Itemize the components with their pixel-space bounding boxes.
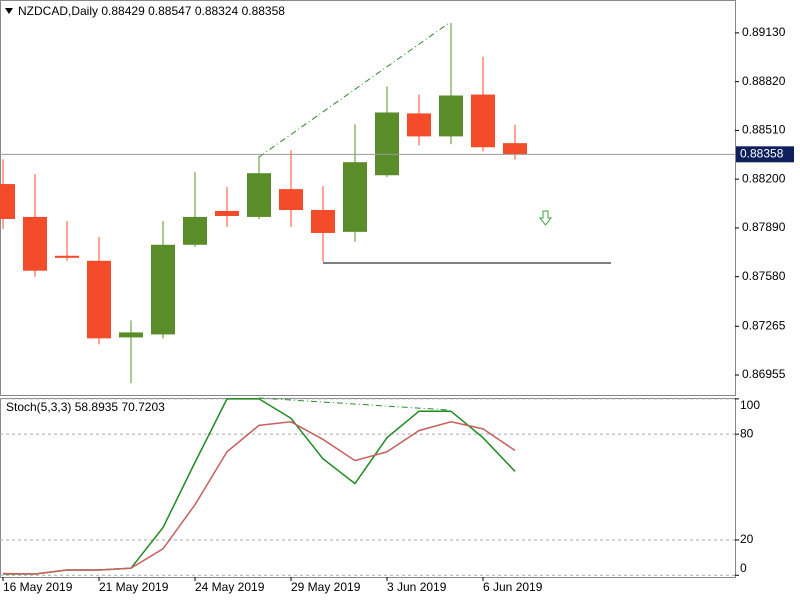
y-tick-label: 0.89130 (742, 25, 786, 39)
sell-arrow[interactable] (538, 210, 553, 226)
price-label: 0.88358 (740, 146, 784, 160)
y-tick-label: 0.88820 (742, 74, 786, 88)
y-tick-label: 0.87890 (742, 220, 786, 234)
candle-body (311, 210, 335, 233)
y-tick-label: 0.86955 (742, 367, 786, 381)
candle-body (343, 162, 367, 232)
stoch-panel (0, 398, 736, 578)
candle-body (503, 143, 527, 155)
stoch-main-value: 58.8935 (75, 400, 119, 414)
open-value: 0.88429 (101, 4, 145, 18)
x-tick-label: 24 May 2019 (195, 580, 265, 594)
candle-body (471, 94, 495, 148)
stoch-header: Stoch(5,3,3) 58.8935 70.7203 (6, 400, 165, 414)
x-tick-label: 29 May 2019 (291, 580, 361, 594)
candle-body (439, 95, 463, 137)
y-tick-label: 0.88200 (742, 171, 786, 185)
y-tick-label: 0 (740, 561, 747, 575)
symbol-title: NZDCAD,Daily (18, 4, 98, 18)
candle-body (55, 255, 79, 258)
stoch-signal-value: 70.7203 (121, 400, 165, 414)
candle-body (119, 332, 143, 338)
candle-body (247, 173, 271, 217)
x-tick-label: 21 May 2019 (99, 580, 169, 594)
candle-body (215, 210, 239, 216)
candle-body (23, 216, 47, 271)
low-value: 0.88324 (195, 4, 239, 18)
y-tick-label: 20 (740, 532, 754, 546)
chart-header: NZDCAD,Daily 0.88429 0.88547 0.88324 0.8… (18, 4, 285, 18)
close-value: 0.88358 (242, 4, 286, 18)
x-tick-label: 3 Jun 2019 (387, 580, 447, 594)
stoch-line (2, 421, 516, 575)
y-tick-label: 0.87580 (742, 269, 786, 283)
candle-body (375, 112, 399, 176)
x-tick-label: 6 Jun 2019 (483, 580, 543, 594)
y-tick-label: 80 (740, 426, 754, 440)
candle-body (151, 244, 175, 335)
stoch-title: Stoch(5,3,3) (6, 400, 71, 414)
x-tick-label: 16 May 2019 (3, 580, 73, 594)
menu-arrow[interactable] (5, 8, 13, 14)
candle-body (183, 216, 207, 245)
candle-body (407, 113, 431, 137)
stoch-trend-line[interactable] (258, 397, 450, 411)
trend-line[interactable] (258, 22, 450, 158)
y-tick-label: 0.87265 (742, 318, 786, 332)
y-tick-label: 100 (740, 398, 760, 412)
candle-body (0, 184, 15, 219)
high-value: 0.88547 (148, 4, 192, 18)
price-label-box (736, 146, 794, 163)
y-tick-label: 0.88510 (742, 123, 786, 137)
candle-body (279, 189, 303, 211)
candle-body (87, 260, 111, 339)
